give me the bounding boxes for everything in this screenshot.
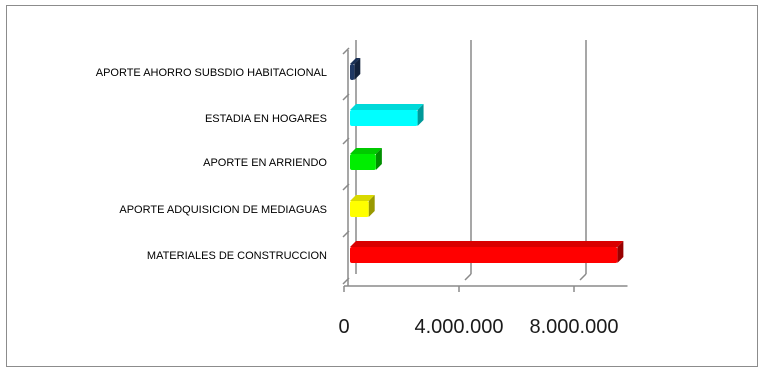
tick-label: 4.000.000 (415, 316, 504, 338)
category-label: ESTADIA EN HOGARES (205, 113, 327, 125)
category-label: MATERIALES DE CONSTRUCCION (147, 250, 327, 262)
category-axis-tick (342, 277, 350, 285)
tick-label: 0 (338, 316, 349, 338)
gridlines (464, 40, 587, 281)
category-axis-tick (342, 137, 350, 145)
bar (350, 58, 361, 80)
gridline-floor (464, 273, 472, 281)
gridline-floor (579, 273, 587, 281)
tick-label: 8.000.000 (530, 316, 619, 338)
category-label: APORTE EN ARRIENDO (203, 157, 327, 169)
category-axis-tick (342, 230, 350, 238)
tick-labels: 0 4.000.000 8.000.000 (338, 316, 618, 338)
category-axis-tick (342, 183, 350, 191)
bar (350, 241, 624, 263)
bar (350, 195, 375, 217)
category-label: APORTE ADQUISICION DE MEDIAGUAS (119, 204, 327, 216)
chart-frame (6, 5, 758, 367)
category-axis-tick (342, 93, 350, 101)
category-label: APORTE AHORRO SUBSDIO HABITACIONAL (96, 67, 327, 79)
bars (350, 58, 624, 263)
bar (350, 148, 382, 170)
bar (350, 104, 424, 126)
category-labels: APORTE AHORRO SUBSDIO HABITACIONAL ESTADI… (96, 67, 328, 262)
category-axis-tick (342, 47, 350, 55)
